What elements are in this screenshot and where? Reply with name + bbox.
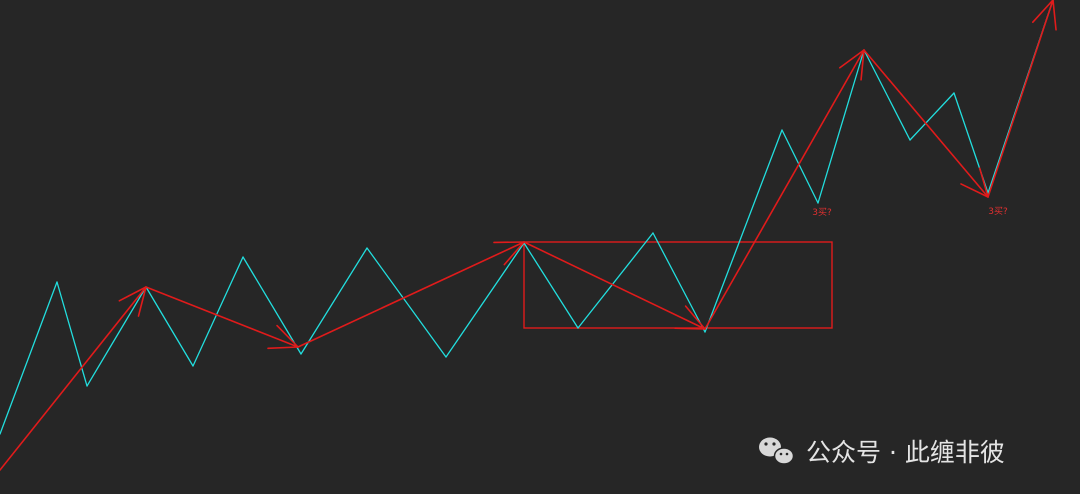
trend-series-layer <box>0 0 1057 471</box>
price-segment-12 <box>652 232 706 333</box>
price-segment-13 <box>704 129 783 333</box>
price-segment-17 <box>909 92 955 141</box>
price-segment-3 <box>86 286 147 387</box>
trend-arrow-5 <box>704 49 865 330</box>
price-segment-8 <box>366 247 447 358</box>
trend-arrow-3 <box>297 241 525 348</box>
price-segment-16 <box>863 49 911 141</box>
price-segment-9 <box>445 242 525 358</box>
price-segment-7 <box>300 247 368 355</box>
trend-arrow-6 <box>863 49 989 198</box>
trend-arrow-7 <box>987 0 1057 198</box>
annotation-label-2: 3买? <box>988 206 1008 217</box>
price-segment-11 <box>577 232 654 329</box>
watermark: 公众号 · 此缠非彼 <box>759 437 1005 467</box>
price-segment-2 <box>56 281 88 387</box>
price-segment-4 <box>145 286 194 367</box>
price-segment-15 <box>817 49 865 204</box>
price-series-layer <box>0 0 1054 435</box>
price-segment-1 <box>0 281 58 435</box>
price-segment-6 <box>242 256 302 355</box>
trend-arrow-2 <box>145 286 299 350</box>
watermark-text: 公众号 · 此缠非彼 <box>806 438 1005 467</box>
trend-arrow-1 <box>0 286 147 471</box>
annotation-label-1: 3买? <box>812 207 832 218</box>
wechat-icon <box>759 437 795 465</box>
price-segment-10 <box>523 242 579 329</box>
annotation-layer: 3买? 3买? <box>812 206 1008 218</box>
price-segment-14 <box>781 129 819 204</box>
price-segment-5 <box>192 256 244 367</box>
